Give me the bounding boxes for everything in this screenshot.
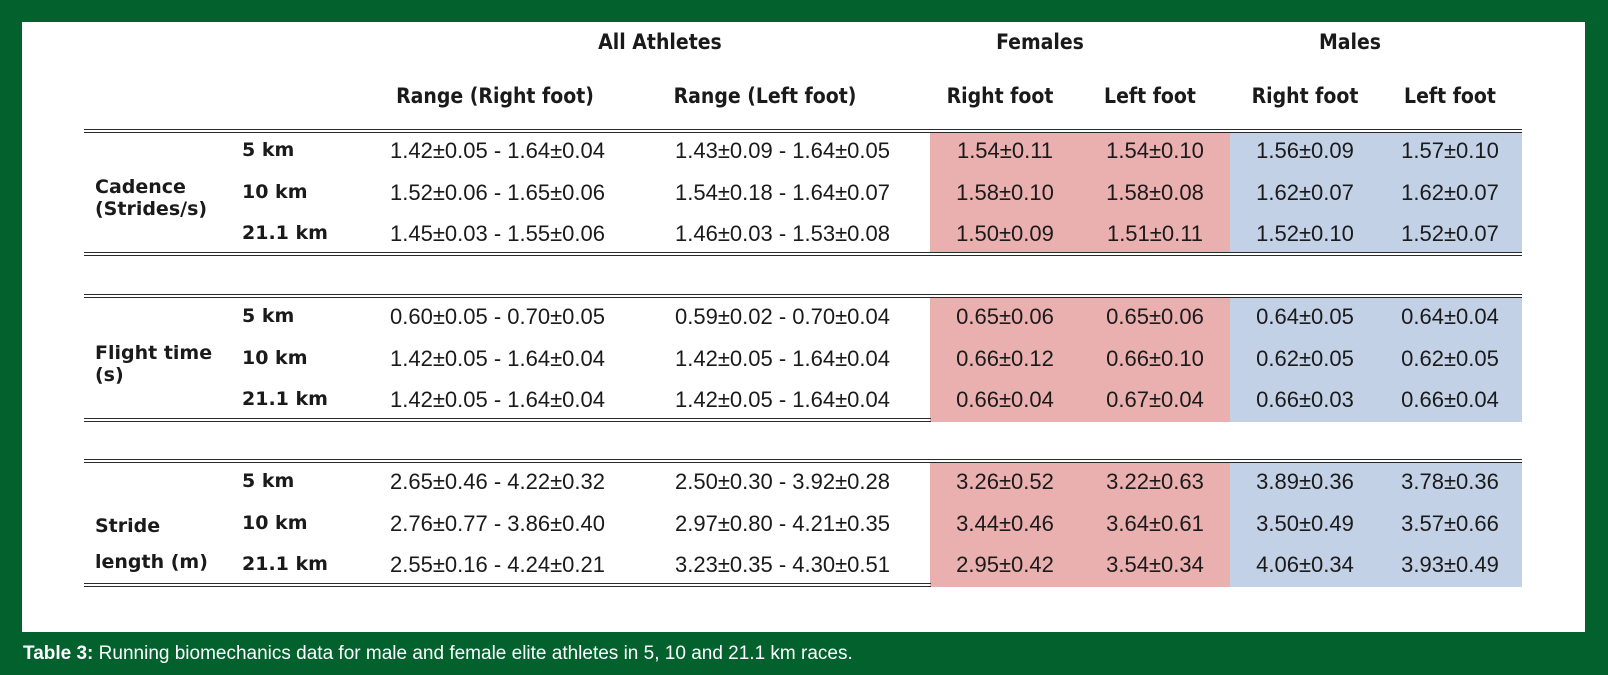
table-cell: 1.42±0.05 - 1.64±0.04 [675,387,890,412]
table-cell: 1.46±0.03 - 1.53±0.08 [675,221,890,246]
table-cell: 1.54±0.10 [1106,138,1204,163]
column-header-male-left: Left foot [1404,84,1496,108]
table-cell: 3.54±0.34 [1106,552,1204,577]
column-header-female-left: Left foot [1104,84,1196,108]
table-cell: 1.52±0.07 [1401,221,1499,246]
table-cell: 1.42±0.05 - 1.64±0.04 [390,387,605,412]
female-band-cadence [930,133,1230,253]
table-cell: 0.66±0.03 [1256,387,1354,412]
distance-label: 10 km [242,347,308,369]
column-header-range-right: Range (Right foot) [396,84,594,108]
table-cell: 0.65±0.06 [956,304,1054,329]
metric-label-cadence: Cadence (Strides/s) [95,176,208,220]
table-cell: 4.06±0.34 [1256,552,1354,577]
table-cell: 1.42±0.05 - 1.64±0.04 [390,138,605,163]
table-cell: 1.57±0.10 [1401,138,1499,163]
distance-label: 5 km [242,305,295,327]
table-cell: 1.42±0.05 - 1.64±0.04 [675,346,890,371]
group-header-females: Females [996,30,1084,54]
metric-label-flight-time: Flight time (s) [95,342,213,386]
distance-label: 5 km [242,470,295,492]
table-cell: 1.52±0.06 - 1.65±0.06 [390,180,605,205]
table-cell: 2.50±0.30 - 3.92±0.28 [675,469,890,494]
rule-top-flight [84,294,1522,298]
table-cell: 0.66±0.04 [1401,387,1499,412]
table-cell: 0.59±0.02 - 0.70±0.04 [675,304,890,329]
rule-bottom-flight [84,418,931,422]
table-cell: 0.66±0.04 [956,387,1054,412]
rule-bottom-stride [84,583,931,587]
table-cell: 1.56±0.09 [1256,138,1354,163]
table-cell: 3.78±0.36 [1401,469,1499,494]
column-header-range-left: Range (Left foot) [673,84,857,108]
female-band-flight [930,298,1230,422]
table-cell: 3.89±0.36 [1256,469,1354,494]
table-cell: 3.22±0.63 [1106,469,1204,494]
female-band-stride [930,463,1230,587]
table-cell: 2.65±0.46 - 4.22±0.32 [390,469,605,494]
distance-label: 21.1 km [242,222,328,244]
caption-text: Running biomechanics data for male and f… [93,643,853,664]
male-band-flight [1230,298,1522,422]
distance-label: 21.1 km [242,388,328,410]
metric-label-stride-length: Stride length (m) [95,515,208,573]
distance-label: 10 km [242,181,308,203]
table-cell: 3.44±0.46 [956,511,1054,536]
male-band-stride [1230,463,1522,587]
table-cell: 1.51±0.11 [1106,221,1204,246]
table-cell: 0.64±0.04 [1401,304,1499,329]
table-cell: 2.76±0.77 - 3.86±0.40 [390,511,605,536]
table-cell: 1.54±0.11 [956,138,1054,163]
table-cell: 1.62±0.07 [1256,180,1354,205]
table-cell: 0.60±0.05 - 0.70±0.05 [390,304,605,329]
group-header-all-athletes: All Athletes [598,30,722,54]
table-cell: 1.58±0.08 [1106,180,1204,205]
table-cell: 1.43±0.09 - 1.64±0.05 [675,138,890,163]
rule-top-stride [84,459,1522,463]
table-cell: 2.95±0.42 [956,552,1054,577]
column-header-male-right: Right foot [1251,84,1359,108]
table-cell: 3.57±0.66 [1401,511,1499,536]
table-cell: 1.42±0.05 - 1.64±0.04 [390,346,605,371]
column-header-female-right: Right foot [946,84,1054,108]
table-cell: 0.62±0.05 [1256,346,1354,371]
table-cell: 3.64±0.61 [1106,511,1204,536]
rule-top-cadence [84,129,1522,133]
rule-bottom-cadence [84,252,1522,256]
table-cell: 3.93±0.49 [1401,552,1499,577]
table-cell: 1.45±0.03 - 1.55±0.06 [390,221,605,246]
table-cell: 0.66±0.12 [956,346,1054,371]
table-cell: 0.62±0.05 [1401,346,1499,371]
table-cell: 3.50±0.49 [1256,511,1354,536]
table-caption: Table 3: Running biomechanics data for m… [23,643,853,665]
table-cell: 3.23±0.35 - 4.30±0.51 [675,552,890,577]
male-band-cadence [1230,133,1522,253]
table-cell: 1.50±0.09 [956,221,1054,246]
table-cell: 1.52±0.10 [1256,221,1354,246]
table-cell: 2.55±0.16 - 4.24±0.21 [390,552,605,577]
table-cell: 1.54±0.18 - 1.64±0.07 [675,180,890,205]
table-cell: 0.64±0.05 [1256,304,1354,329]
table-cell: 0.65±0.06 [1106,304,1204,329]
table-cell: 1.62±0.07 [1401,180,1499,205]
table-cell: 1.58±0.10 [956,180,1054,205]
group-header-males: Males [1318,30,1382,54]
distance-label: 5 km [242,139,295,161]
distance-label: 21.1 km [242,553,328,575]
table-cell: 2.97±0.80 - 4.21±0.35 [675,511,890,536]
table-cell: 0.66±0.10 [1106,346,1204,371]
distance-label: 10 km [242,512,308,534]
table-cell: 0.67±0.04 [1106,387,1204,412]
caption-label: Table 3: [23,643,94,664]
table-cell: 3.26±0.52 [956,469,1054,494]
